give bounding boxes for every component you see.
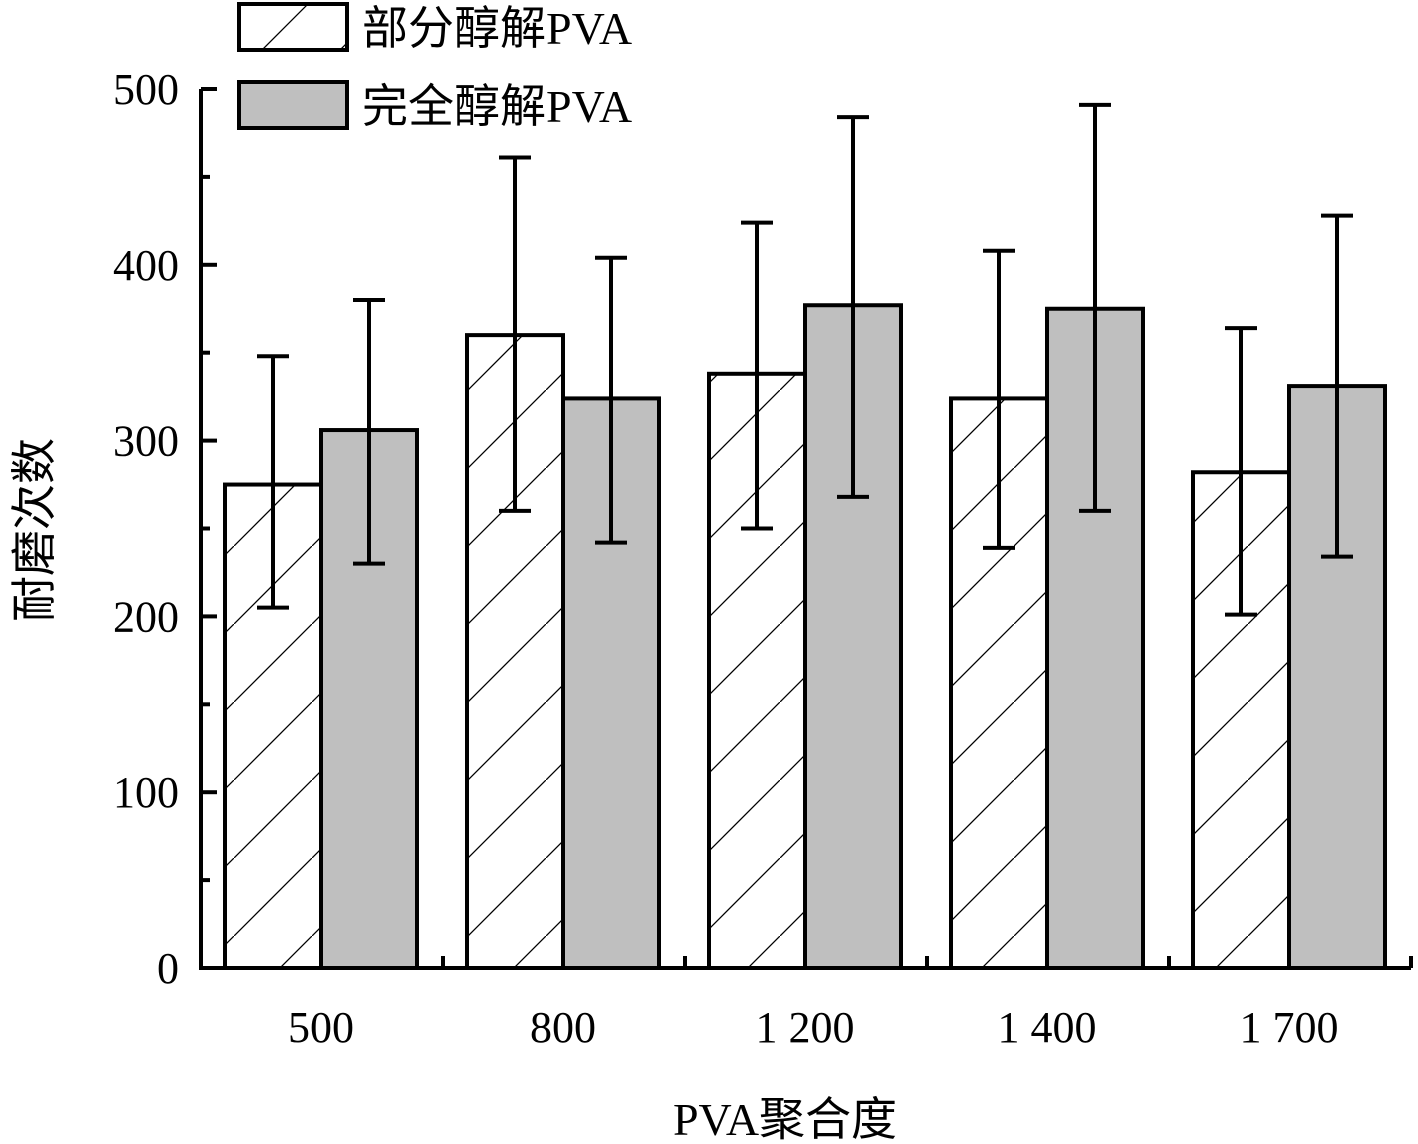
x-tick-label: 1 400 [998,1003,1097,1052]
x-tick-label: 500 [288,1003,354,1052]
y-tick-label: 200 [113,592,179,641]
y-tick-label: 100 [113,768,179,817]
y-axis-label: 耐磨次数 [9,438,60,622]
x-tick-label: 1 700 [1240,1003,1339,1052]
legend: 部分醇解PVA 完全醇解PVA [237,2,632,132]
legend-swatch-full [237,80,349,130]
x-axis-label: PVA聚合度 [673,1094,897,1144]
y-tick-label: 400 [113,241,179,290]
legend-label-partial: 部分醇解PVA [362,3,632,54]
y-tick-label: 300 [113,417,179,466]
y-tick-label: 500 [113,65,179,114]
x-tick-label: 1 200 [756,1003,855,1052]
x-tick-label: 800 [530,1003,596,1052]
legend-label-full: 完全醇解PVA [362,81,632,132]
legend-swatch-partial [237,2,349,52]
y-tick-label: 0 [157,944,179,993]
